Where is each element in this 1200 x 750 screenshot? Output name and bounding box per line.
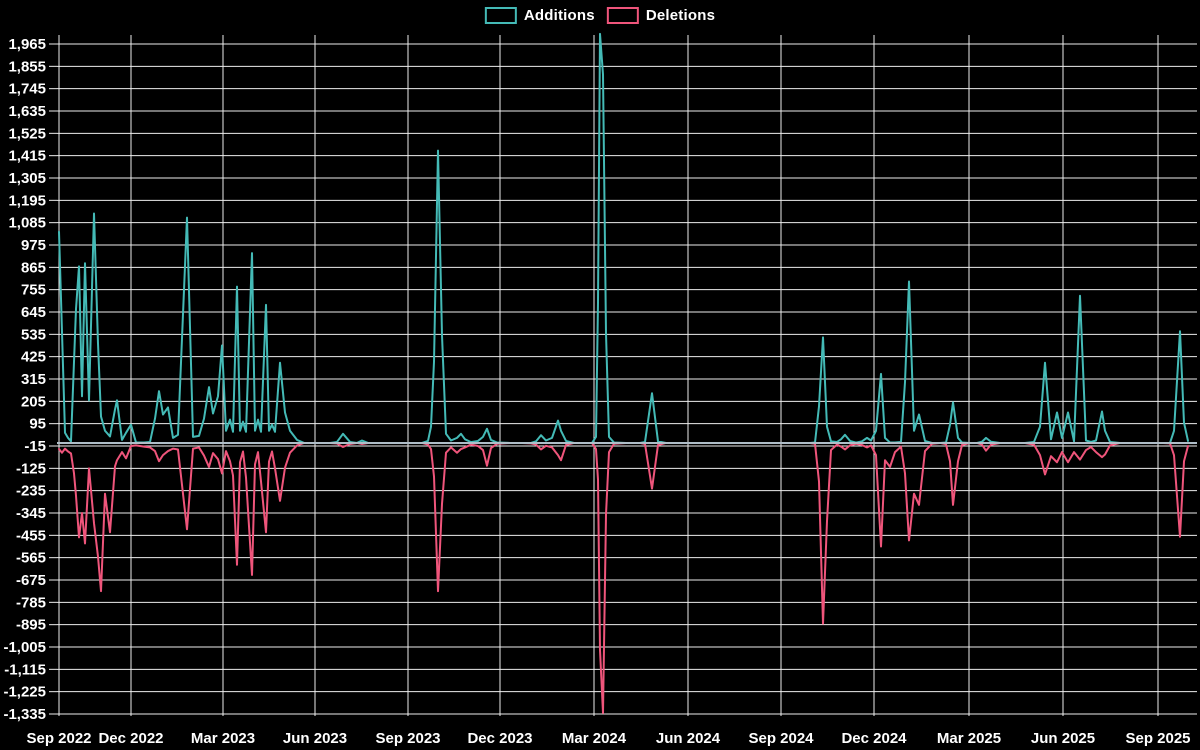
x-axis-labels: Sep 2022 Dec 2022 Mar 2023 Jun 2023 Sep 2023…	[26, 730, 1190, 747]
svg-text:645: 645	[21, 304, 46, 321]
legend-item-additions[interactable]: Additions	[484, 7, 595, 24]
svg-text:Sep 2022: Sep 2022	[26, 730, 91, 747]
svg-text:Mar 2025: Mar 2025	[937, 730, 1001, 747]
svg-text:-785: -785	[16, 594, 46, 611]
svg-text:535: 535	[21, 326, 46, 343]
svg-text:1,085: 1,085	[8, 215, 46, 232]
svg-text:Dec 2024: Dec 2024	[841, 730, 907, 747]
deletions-swatch-icon	[606, 7, 639, 24]
legend-additions-label: Additions	[523, 7, 595, 24]
y-gridlines	[57, 43, 1197, 715]
svg-text:1,855: 1,855	[8, 58, 46, 75]
svg-text:755: 755	[21, 282, 46, 299]
svg-text:1,745: 1,745	[8, 81, 46, 98]
svg-text:-345: -345	[16, 505, 46, 522]
svg-text:Jun 2025: Jun 2025	[1031, 730, 1095, 747]
svg-text:975: 975	[21, 237, 46, 254]
svg-text:Sep 2025: Sep 2025	[1125, 730, 1190, 747]
svg-text:Sep 2024: Sep 2024	[748, 730, 814, 747]
svg-text:315: 315	[21, 371, 46, 388]
chart-legend: Additions Deletions	[484, 7, 716, 24]
svg-text:Jun 2023: Jun 2023	[283, 730, 347, 747]
svg-text:-455: -455	[16, 527, 46, 544]
svg-text:-125: -125	[16, 460, 46, 477]
svg-text:-1,225: -1,225	[3, 684, 46, 701]
svg-text:Mar 2024: Mar 2024	[562, 730, 627, 747]
additions-swatch-icon	[484, 7, 517, 24]
svg-text:205: 205	[21, 393, 46, 410]
svg-text:1,415: 1,415	[8, 148, 46, 165]
svg-text:865: 865	[21, 259, 46, 276]
deletions-line	[58, 441, 1189, 714]
svg-text:-895: -895	[16, 617, 46, 634]
svg-text:-15: -15	[24, 438, 46, 455]
svg-text:1,305: 1,305	[8, 170, 46, 187]
svg-text:425: 425	[21, 349, 46, 366]
svg-text:1,195: 1,195	[8, 192, 46, 209]
svg-text:Sep 2023: Sep 2023	[375, 730, 440, 747]
svg-text:-1,335: -1,335	[3, 706, 46, 723]
y-axis-labels: 1,965 1,855 1,745 1,635 1,525 1,415 1,305 1,195…	[3, 36, 57, 723]
legend-item-deletions[interactable]: Deletions	[606, 7, 716, 24]
svg-text:1,965: 1,965	[8, 36, 46, 53]
svg-text:95: 95	[29, 416, 46, 433]
svg-text:Dec 2022: Dec 2022	[98, 730, 163, 747]
svg-text:-1,005: -1,005	[3, 639, 46, 656]
svg-text:Dec 2023: Dec 2023	[467, 730, 532, 747]
svg-text:1,635: 1,635	[8, 103, 46, 120]
svg-text:-235: -235	[16, 483, 46, 500]
svg-text:-1,115: -1,115	[4, 661, 46, 678]
legend-deletions-label: Deletions	[645, 7, 716, 24]
svg-text:Jun 2024: Jun 2024	[656, 730, 721, 747]
svg-text:-565: -565	[16, 550, 46, 567]
svg-text:-675: -675	[16, 572, 46, 589]
svg-text:Mar 2023: Mar 2023	[191, 730, 255, 747]
svg-text:1,525: 1,525	[8, 125, 46, 142]
additions-line	[58, 32, 1189, 444]
